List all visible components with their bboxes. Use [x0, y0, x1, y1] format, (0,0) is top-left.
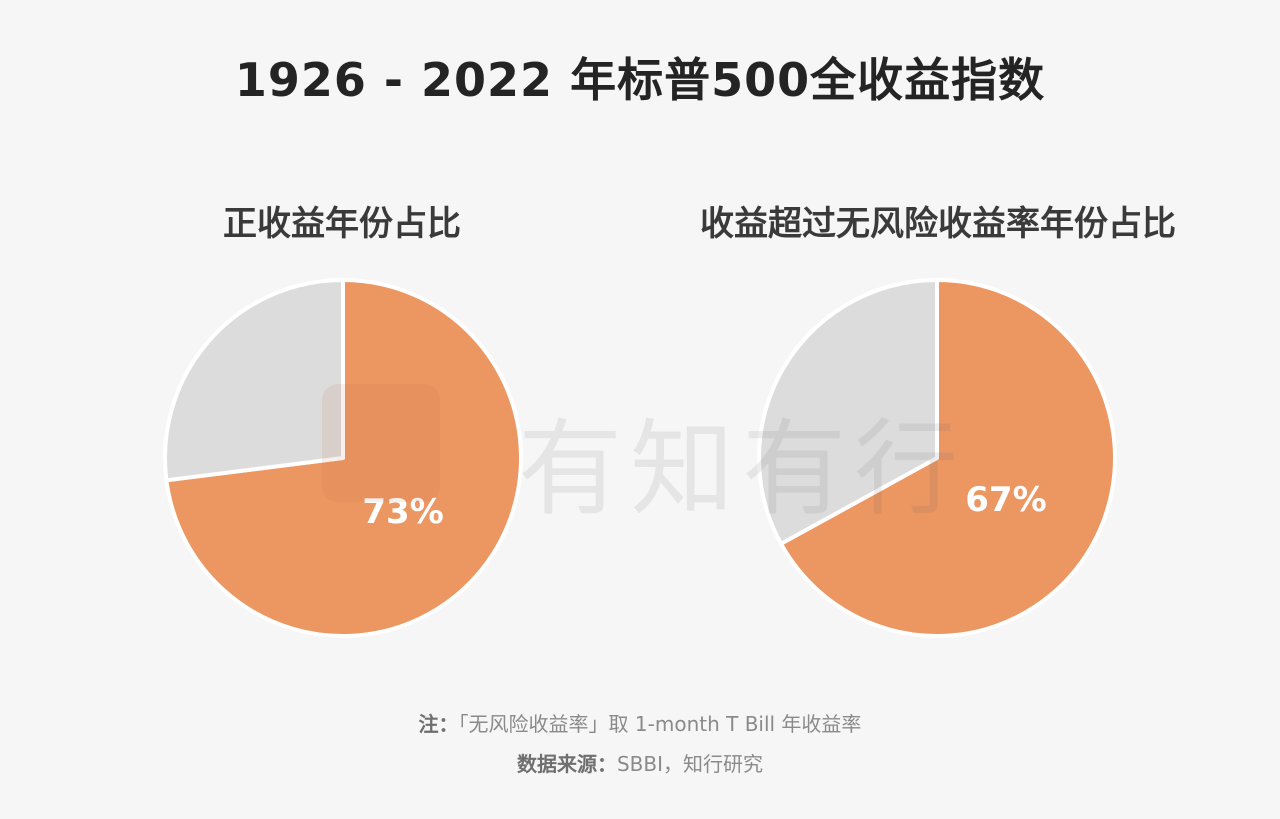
- pie-1-data-label: 73%: [362, 492, 443, 532]
- footnote-label: 注：: [418, 712, 459, 736]
- pie-chart-1: 73%: [163, 278, 523, 638]
- pie-1-slice-2: [163, 278, 345, 483]
- data-source: 数据来源：SBBI，知行研究: [0, 748, 1280, 777]
- data-source-label: 数据来源：: [516, 752, 617, 776]
- pie-chart-2: 67%: [757, 278, 1117, 638]
- pie-2-data-label: 67%: [965, 480, 1046, 520]
- pie-2-slice-1: [779, 278, 1117, 638]
- footnote: 注：「无风险收益率」取 1-month T Bill 年收益率: [0, 708, 1280, 737]
- pie-2-slice-2: [757, 278, 939, 546]
- footnote-text: 「无风险收益率」取 1-month T Bill 年收益率: [458, 712, 862, 736]
- chart-title-above-riskfree-years: 收益超过无风险收益率年份占比: [700, 204, 1176, 244]
- data-source-text: SBBI，知行研究: [616, 752, 764, 776]
- page-title: 1926 - 2022 年标普500全收益指数: [234, 53, 1046, 107]
- chart-title-positive-years: 正收益年份占比: [223, 204, 461, 244]
